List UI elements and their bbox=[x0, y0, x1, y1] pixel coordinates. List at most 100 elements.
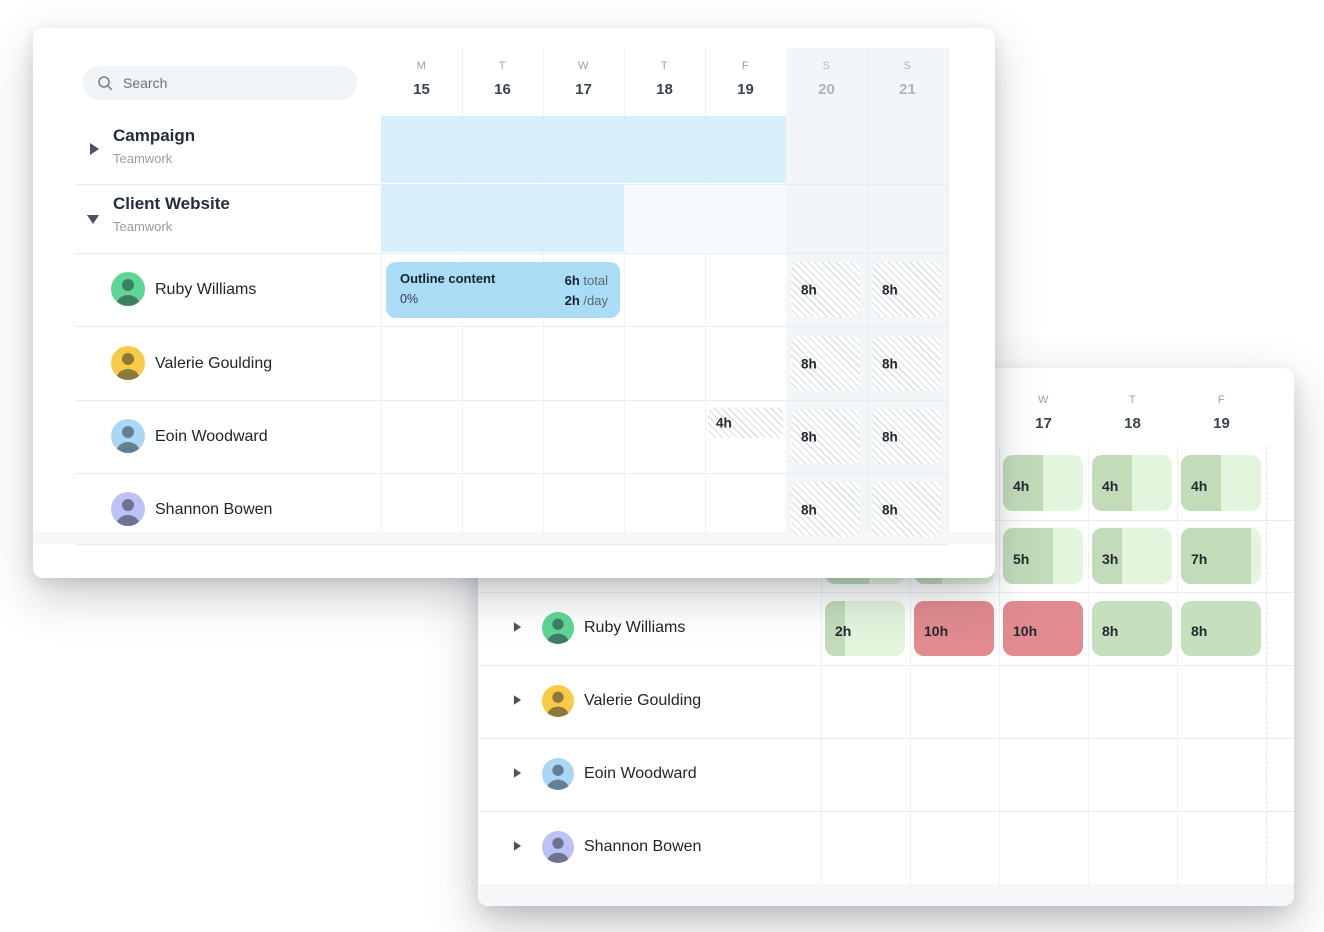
unavailable-cell[interactable]: 8h bbox=[791, 482, 860, 537]
grid-line bbox=[948, 48, 949, 544]
person-silhouette-icon bbox=[546, 837, 570, 863]
capacity-label: 7h bbox=[1191, 550, 1208, 567]
fc-day-sat: S 20 bbox=[786, 60, 867, 98]
capacity-cell[interactable]: 4h bbox=[1181, 455, 1261, 511]
day-letter: W bbox=[1038, 394, 1049, 406]
day-number: 21 bbox=[899, 81, 916, 98]
row-separator bbox=[75, 544, 948, 545]
unavailable-cell[interactable]: 8h bbox=[872, 336, 941, 391]
campaign-timeline-bar[interactable] bbox=[381, 116, 786, 183]
avatar bbox=[111, 272, 145, 306]
capacity-cell[interactable]: 4h bbox=[1092, 455, 1172, 511]
capacity-fill bbox=[1003, 528, 1053, 584]
workload-cell[interactable]: 2h bbox=[825, 601, 905, 656]
member-name: Eoin Woodward bbox=[155, 428, 268, 445]
avatar bbox=[542, 758, 574, 790]
avatar bbox=[542, 831, 574, 863]
hours-label: 4h bbox=[716, 415, 732, 431]
row-separator bbox=[75, 473, 948, 474]
project-schedule-card: M 15 T 16 W 17 T 18 F 19 S 20 S 21 bbox=[33, 28, 995, 578]
capacity-fill bbox=[825, 601, 845, 656]
person-silhouette-icon bbox=[546, 764, 570, 790]
workload-cell-overallocated[interactable]: 10h bbox=[1003, 601, 1083, 656]
capacity-label: 5h bbox=[1013, 550, 1030, 567]
task-total-unit: total bbox=[579, 273, 608, 288]
day-letter: S bbox=[822, 60, 831, 72]
project-name[interactable]: Campaign bbox=[113, 126, 196, 145]
person-silhouette-icon bbox=[116, 426, 140, 453]
client-website-timeline-bar[interactable] bbox=[381, 185, 624, 252]
member-name: Ruby Williams bbox=[584, 619, 686, 636]
unavailable-cell[interactable]: 8h bbox=[791, 336, 860, 391]
day-number: 20 bbox=[818, 81, 835, 98]
collapse-caret-icon[interactable] bbox=[87, 215, 99, 224]
workload-label: 8h bbox=[1191, 623, 1208, 640]
capacity-cell[interactable]: 5h bbox=[1003, 528, 1083, 584]
unavailable-cell[interactable]: 8h bbox=[872, 482, 941, 537]
capacity-cell[interactable]: 7h bbox=[1181, 528, 1261, 584]
capacity-fill bbox=[1181, 455, 1221, 511]
workload-label: 8h bbox=[1102, 623, 1119, 640]
capacity-cell[interactable]: 3h bbox=[1092, 528, 1172, 584]
bc-day-wed: W 17 bbox=[999, 394, 1088, 432]
expand-caret-icon[interactable] bbox=[513, 841, 522, 851]
member-name: Valerie Goulding bbox=[155, 355, 273, 372]
row-separator bbox=[478, 811, 1294, 812]
expand-caret-icon[interactable] bbox=[513, 768, 522, 778]
day-number: 19 bbox=[1213, 415, 1230, 432]
day-number: 18 bbox=[656, 81, 673, 98]
avatar bbox=[542, 612, 574, 644]
member-name: Valerie Goulding bbox=[584, 692, 702, 709]
task-daily-unit: /day bbox=[579, 293, 608, 308]
member-name: Ruby Williams bbox=[155, 281, 257, 298]
task-progress: 0% bbox=[400, 292, 419, 306]
project-name[interactable]: Client Website bbox=[113, 194, 230, 213]
day-letter: S bbox=[903, 60, 912, 72]
avatar bbox=[111, 492, 145, 526]
avatar bbox=[111, 419, 145, 453]
day-letter: W bbox=[578, 60, 589, 72]
workload-cell[interactable]: 8h bbox=[1181, 601, 1261, 656]
row-separator bbox=[478, 592, 1294, 593]
task-title: Outline content bbox=[400, 271, 496, 286]
person-silhouette-icon bbox=[546, 691, 570, 717]
search-icon bbox=[98, 76, 113, 91]
unavailable-cell[interactable]: 8h bbox=[791, 262, 860, 317]
unavailable-cell[interactable]: 8h bbox=[872, 262, 941, 317]
workload-cell-overallocated[interactable]: 10h bbox=[914, 601, 994, 656]
task-card-outline-content[interactable]: Outline content 0% 6h total 2h /day bbox=[386, 262, 620, 318]
project-subtitle: Teamwork bbox=[113, 151, 173, 166]
expand-caret-icon[interactable] bbox=[513, 695, 522, 705]
day-number: 17 bbox=[575, 81, 592, 98]
expand-caret-icon[interactable] bbox=[90, 143, 99, 155]
fc-day-wed: W 17 bbox=[543, 60, 624, 98]
grid-line bbox=[705, 48, 706, 544]
hours-label: 8h bbox=[801, 502, 817, 517]
fc-day-sun: S 21 bbox=[867, 60, 948, 98]
day-letter: T bbox=[498, 60, 507, 72]
expand-caret-icon[interactable] bbox=[513, 622, 522, 632]
capacity-cell[interactable]: 4h bbox=[1003, 455, 1083, 511]
workload-label: 10h bbox=[924, 623, 949, 640]
grid-line bbox=[381, 115, 382, 544]
capacity-label: 4h bbox=[1191, 477, 1208, 494]
day-number: 19 bbox=[737, 81, 754, 98]
day-number: 17 bbox=[1035, 415, 1052, 432]
workload-label: 2h bbox=[835, 623, 852, 640]
workload-cell[interactable]: 8h bbox=[1092, 601, 1172, 656]
bc-day-thu: T 18 bbox=[1088, 394, 1177, 432]
person-silhouette-icon bbox=[116, 499, 140, 526]
person-silhouette-icon bbox=[116, 279, 140, 306]
partial-allocation-cell[interactable]: 4h bbox=[708, 408, 783, 438]
row-separator bbox=[75, 253, 948, 254]
row-separator bbox=[478, 738, 1294, 739]
unavailable-cell[interactable]: 8h bbox=[791, 409, 860, 464]
search-input[interactable] bbox=[123, 75, 323, 91]
member-name: Shannon Bowen bbox=[584, 838, 702, 855]
unavailable-cell[interactable]: 8h bbox=[872, 409, 941, 464]
member-name: Shannon Bowen bbox=[155, 501, 273, 518]
fc-day-tue: T 16 bbox=[462, 60, 543, 98]
row-separator bbox=[75, 400, 948, 401]
capacity-label: 3h bbox=[1102, 550, 1119, 567]
